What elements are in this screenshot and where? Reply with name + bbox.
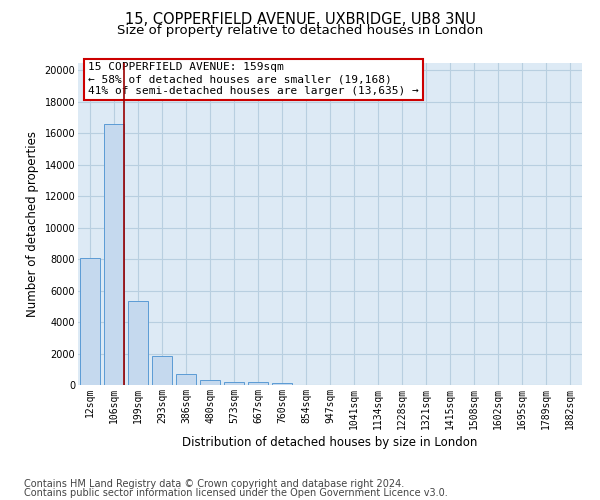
Bar bbox=[272, 382, 292, 385]
Text: 15, COPPERFIELD AVENUE, UXBRIDGE, UB8 3NU: 15, COPPERFIELD AVENUE, UXBRIDGE, UB8 3N… bbox=[125, 12, 475, 28]
Bar bbox=[224, 382, 244, 385]
Text: Contains HM Land Registry data © Crown copyright and database right 2024.: Contains HM Land Registry data © Crown c… bbox=[24, 479, 404, 489]
Bar bbox=[152, 356, 172, 385]
Y-axis label: Number of detached properties: Number of detached properties bbox=[26, 130, 39, 317]
Text: Size of property relative to detached houses in London: Size of property relative to detached ho… bbox=[117, 24, 483, 37]
Bar bbox=[104, 124, 124, 385]
Text: 15 COPPERFIELD AVENUE: 159sqm
← 58% of detached houses are smaller (19,168)
41% : 15 COPPERFIELD AVENUE: 159sqm ← 58% of d… bbox=[88, 62, 419, 96]
Text: Contains public sector information licensed under the Open Government Licence v3: Contains public sector information licen… bbox=[24, 488, 448, 498]
Bar bbox=[80, 258, 100, 385]
Bar bbox=[128, 301, 148, 385]
Bar bbox=[248, 382, 268, 385]
Bar bbox=[176, 374, 196, 385]
X-axis label: Distribution of detached houses by size in London: Distribution of detached houses by size … bbox=[182, 436, 478, 449]
Bar bbox=[200, 380, 220, 385]
